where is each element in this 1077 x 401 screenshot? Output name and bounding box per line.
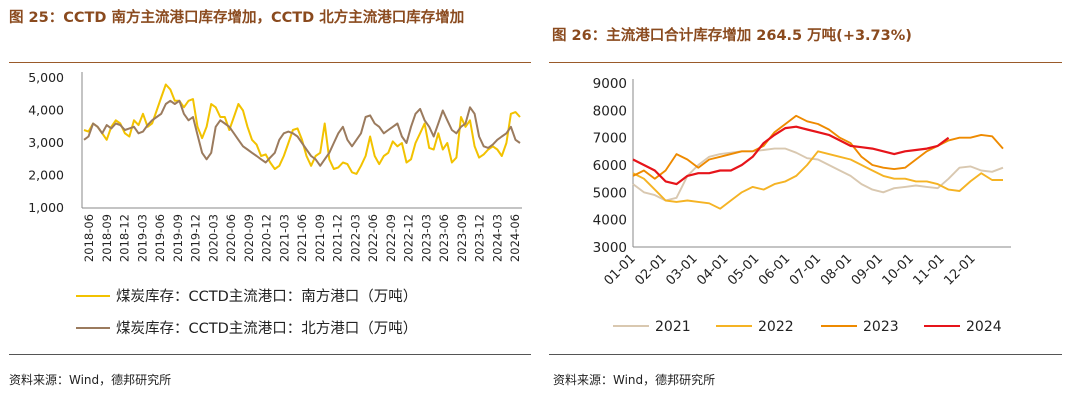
legend-label: 2023 <box>863 319 899 335</box>
y-tick-label: 1,000 <box>28 200 64 215</box>
x-tick-label: 2019-12 <box>189 214 203 262</box>
left-bottom-rule <box>9 354 531 355</box>
legend-label: 2024 <box>966 319 1002 335</box>
left-title-rule <box>9 62 531 63</box>
x-tick-label: 08-01 <box>818 251 855 288</box>
y-tick-label: 3,000 <box>28 135 64 150</box>
y-tick-label: 7000 <box>593 131 627 147</box>
x-tick-label: 2019-03 <box>135 214 149 262</box>
x-tick-label: 2022-06 <box>366 214 380 262</box>
right-source-note: 资料来源：Wind，德邦研究所 <box>553 373 716 387</box>
x-tick-label: 12-01 <box>941 251 978 288</box>
x-tick-label: 2021-03 <box>277 214 291 262</box>
left-figure-title: 图 25：CCTD 南方主流港口库存增加，CCTD 北方主流港口库存增加 <box>9 10 465 26</box>
x-tick-label: 2020-03 <box>206 214 220 262</box>
x-tick-label: 2021-12 <box>331 214 345 262</box>
x-tick-label: 2019-06 <box>153 214 167 262</box>
right-title-rule <box>549 62 1062 63</box>
x-tick-label: 09-01 <box>849 251 886 288</box>
x-tick-label: 2018-06 <box>82 214 96 262</box>
right-bottom-rule <box>549 354 1062 355</box>
series-line-2023 <box>632 114 1004 180</box>
y-tick-label: 8000 <box>593 103 627 119</box>
x-tick-label: 07-01 <box>787 251 824 288</box>
x-tick-label: 2024-06 <box>508 214 522 262</box>
y-tick-label: 5000 <box>593 185 627 201</box>
series-line-south-ports <box>83 83 521 175</box>
y-tick-label: 3000 <box>593 240 627 256</box>
x-tick-label: 2023-06 <box>437 214 451 262</box>
x-tick-label: 2024-03 <box>490 214 504 262</box>
legend-label: 煤炭库存：CCTD主流港口：南方港口（万吨） <box>116 288 417 305</box>
right-figure-title: 图 26：主流港口合计库存增加 264.5 万吨(+3.73%) <box>552 28 912 44</box>
series-line-2024 <box>632 125 950 186</box>
x-tick-label: 2020-12 <box>260 214 274 262</box>
x-tick-label: 2020-06 <box>224 214 238 262</box>
x-tick-label: 05-01 <box>725 251 762 288</box>
x-tick-label: 2023-03 <box>419 214 433 262</box>
x-tick-label: 2021-09 <box>313 214 327 262</box>
x-tick-label: 03-01 <box>663 251 700 288</box>
right-chart: 9000 8000 7000 6000 5000 4000 300001-0102-0103… <box>593 76 1011 335</box>
y-tick-label: 5,000 <box>28 70 64 85</box>
x-tick-label: 06-01 <box>756 251 793 288</box>
x-tick-label: 2019-09 <box>171 214 185 262</box>
x-tick-label: 10-01 <box>880 251 917 288</box>
y-tick-label: 9000 <box>593 76 627 92</box>
y-tick-label: 4,000 <box>28 103 64 118</box>
legend-label: 煤炭库存：CCTD主流港口：北方港口（万吨） <box>116 320 417 337</box>
x-tick-label: 2023-12 <box>473 214 487 262</box>
x-tick-label: 02-01 <box>632 251 669 288</box>
x-tick-label: 2020-09 <box>242 214 256 262</box>
x-tick-label: 04-01 <box>694 251 731 288</box>
x-tick-label: 2021-06 <box>295 214 309 262</box>
left-chart: 1,000 2,000 3,000 4,000 5,000 2018-06 2018-09 2… <box>28 70 522 337</box>
x-tick-label: 2022-03 <box>348 214 362 262</box>
x-tick-label: 2022-12 <box>402 214 416 262</box>
left-source-note: 资料来源：Wind，德邦研究所 <box>9 373 172 387</box>
y-tick-label: 4000 <box>593 213 627 229</box>
x-tick-label: 2022-09 <box>384 214 398 262</box>
legend-label: 2021 <box>655 319 691 335</box>
x-tick-label: 11-01 <box>911 251 948 288</box>
x-tick-label: 2018-09 <box>100 214 114 262</box>
legend-label: 2022 <box>758 319 794 335</box>
x-tick-label: 2018-12 <box>118 214 132 262</box>
x-tick-label: 2023-09 <box>455 214 469 262</box>
series-line-north-ports <box>83 99 521 167</box>
series-line-2022 <box>632 150 1003 210</box>
x-tick-label: 01-01 <box>602 251 639 288</box>
y-tick-label: 2,000 <box>28 168 64 183</box>
y-tick-label: 6000 <box>593 158 627 174</box>
